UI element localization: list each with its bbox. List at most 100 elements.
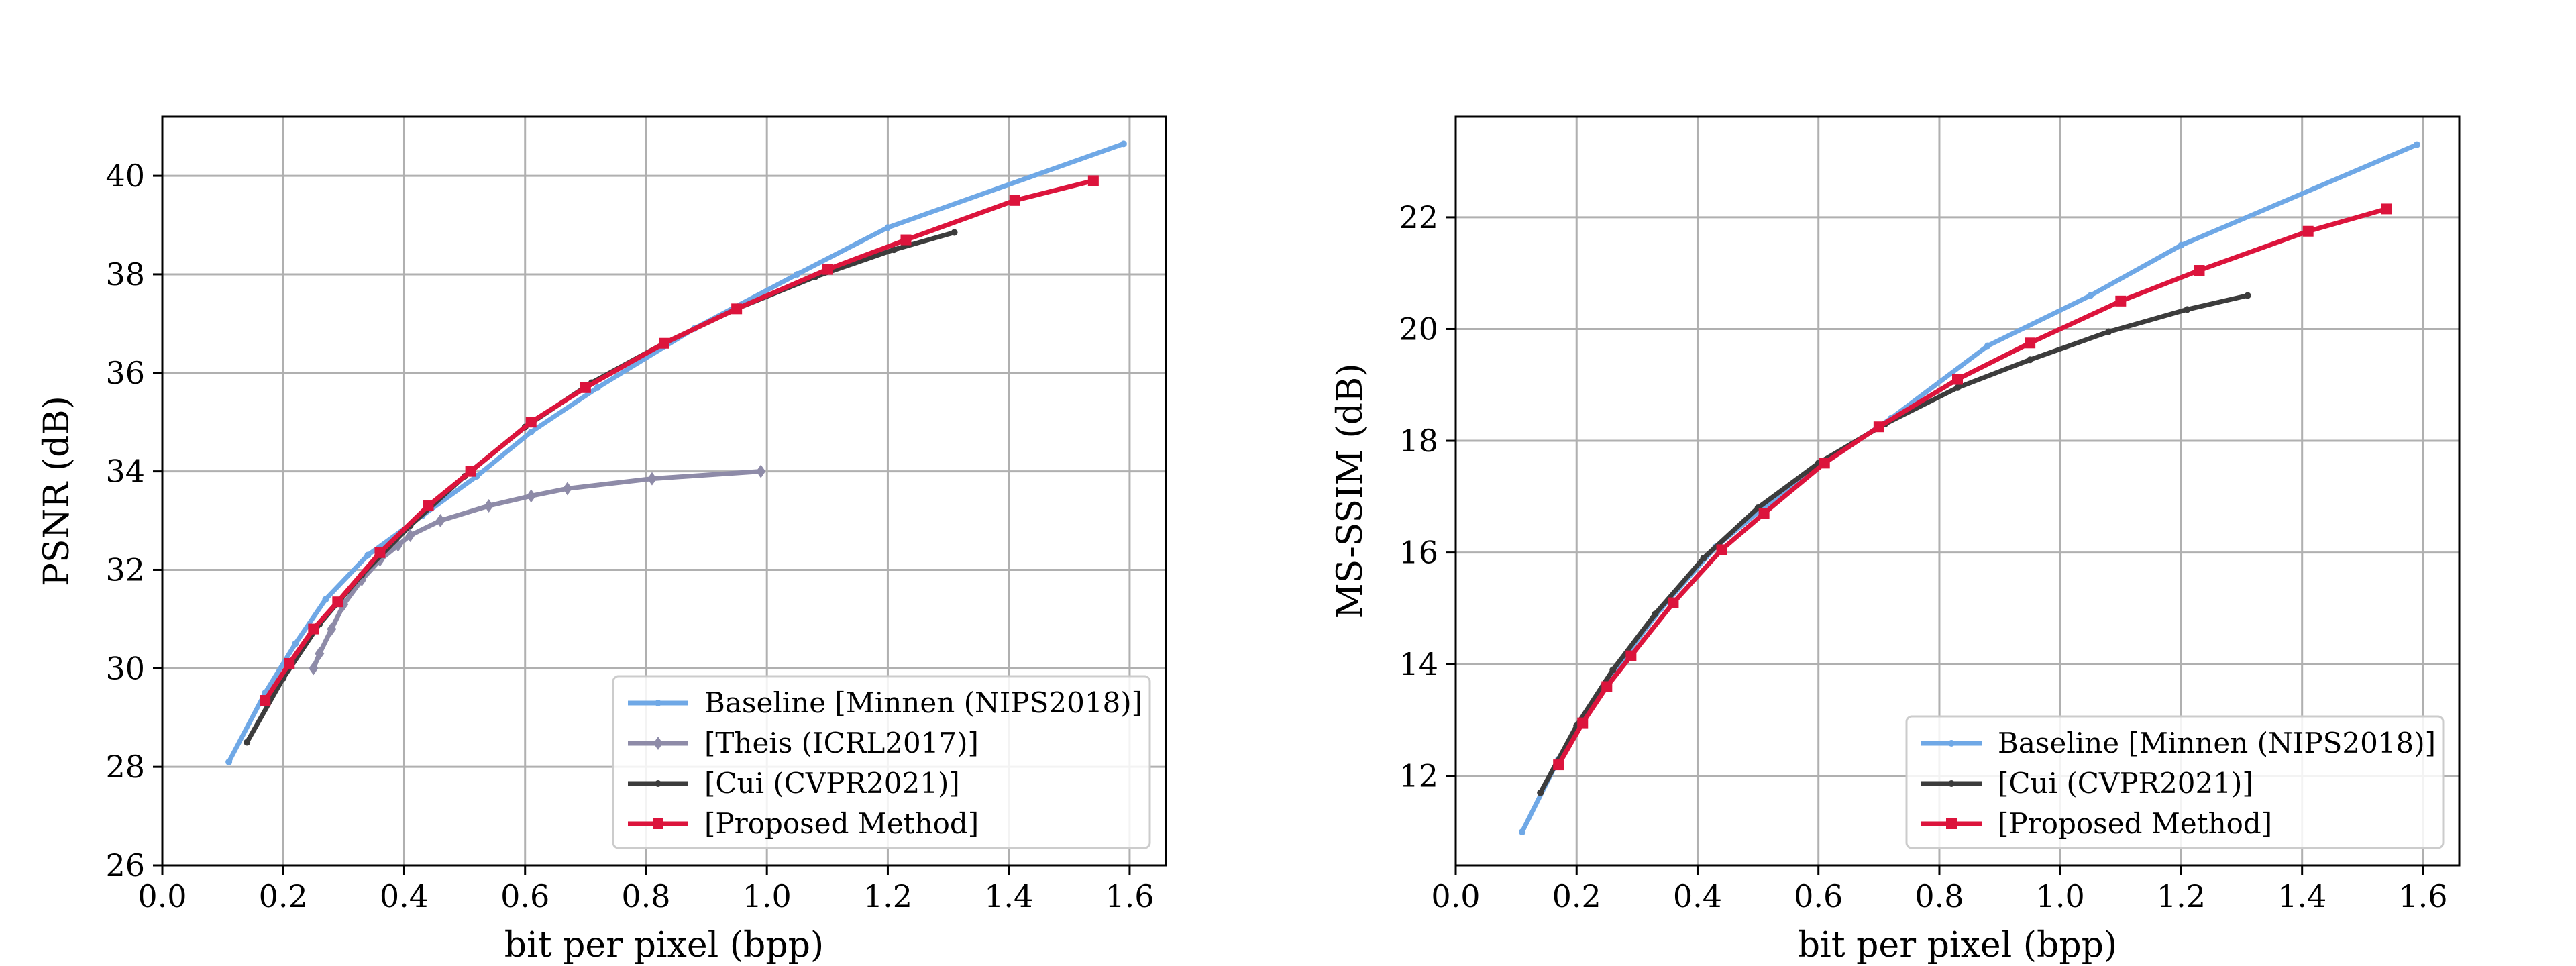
x-axis-label: bit per pixel (bpp) bbox=[504, 925, 824, 965]
y-tick-label: 18 bbox=[1399, 423, 1438, 459]
data-point bbox=[1984, 342, 1992, 350]
data-point bbox=[884, 224, 892, 231]
y-tick-label: 20 bbox=[1399, 311, 1438, 347]
x-tick-label: 1.0 bbox=[743, 878, 792, 914]
legend-box bbox=[612, 675, 1151, 849]
x-tick-label: 1.6 bbox=[2398, 878, 2447, 914]
series-proposed-method bbox=[260, 175, 1099, 706]
data-point bbox=[308, 623, 319, 635]
legend-marker bbox=[655, 780, 661, 787]
data-point bbox=[1954, 384, 1961, 391]
legend-label: Baseline [Minnen (NIPS2018)] bbox=[1998, 727, 2436, 759]
series-proposed-method bbox=[1553, 203, 2392, 771]
data-point bbox=[794, 270, 801, 278]
data-point bbox=[332, 596, 343, 608]
data-point bbox=[1758, 508, 1770, 519]
y-tick-label: 38 bbox=[105, 256, 145, 292]
data-point bbox=[405, 529, 415, 543]
data-point bbox=[292, 640, 299, 647]
data-point bbox=[2381, 203, 2392, 215]
data-point bbox=[822, 264, 833, 275]
y-tick-label: 22 bbox=[1399, 199, 1438, 235]
data-point bbox=[1952, 374, 1963, 385]
data-point bbox=[1625, 650, 1637, 661]
ticks: 0.0 0.2 0.4 0.6 0.8 1.0 1.2 1.4 1.6 12 14 16 18 20 22 bbox=[1399, 199, 2447, 914]
legend-marker bbox=[1948, 780, 1955, 787]
data-point bbox=[1652, 610, 1659, 618]
data-point bbox=[364, 551, 372, 559]
data-point bbox=[2087, 292, 2094, 299]
y-tick-label: 30 bbox=[105, 650, 145, 686]
data-point bbox=[1668, 597, 1679, 608]
legend-label: [Proposed Method] bbox=[1998, 807, 2272, 840]
y-tick-label: 28 bbox=[105, 749, 145, 785]
data-point bbox=[1716, 544, 1727, 555]
data-point bbox=[2413, 141, 2420, 148]
data-point bbox=[2194, 265, 2205, 276]
data-point bbox=[951, 229, 958, 236]
data-point bbox=[1577, 717, 1589, 729]
series-line bbox=[311, 469, 763, 671]
y-tick-label: 12 bbox=[1399, 758, 1438, 794]
x-tick-label: 0.6 bbox=[500, 878, 549, 914]
data-point bbox=[647, 472, 657, 486]
data-point bbox=[890, 246, 898, 254]
legend-marker bbox=[1946, 818, 1957, 829]
legend-label: [Cui (CVPR2021)] bbox=[1998, 767, 2253, 800]
plot-frame bbox=[161, 115, 1167, 867]
data-point bbox=[2184, 306, 2191, 313]
data-point bbox=[1537, 789, 1544, 796]
y-tick-label: 14 bbox=[1399, 646, 1438, 682]
data-point bbox=[327, 622, 337, 636]
data-point bbox=[1553, 759, 1564, 771]
x-tick-label: 1.4 bbox=[984, 878, 1033, 914]
data-point bbox=[580, 382, 591, 393]
y-tick-label: 36 bbox=[105, 355, 145, 391]
x-tick-label: 0.4 bbox=[1673, 878, 1722, 914]
x-tick-label: 1.4 bbox=[2277, 878, 2326, 914]
data-point bbox=[527, 428, 535, 435]
data-point bbox=[309, 661, 319, 676]
psnr-chart: 0.0 0.2 0.4 0.6 0.8 1.0 1.2 1.4 1.6 26 28 30 32 34 36 3… bbox=[37, 115, 1167, 965]
y-tick-label: 32 bbox=[105, 551, 145, 588]
data-point bbox=[1873, 421, 1884, 433]
legend-label: [Theis (ICRL2017)] bbox=[704, 727, 979, 759]
x-tick-label: 0.0 bbox=[138, 878, 186, 914]
x-tick-label: 1.6 bbox=[1105, 878, 1154, 914]
data-point bbox=[2027, 356, 2034, 364]
legend-label: Baseline [Minnen (NIPS2018)] bbox=[704, 686, 1142, 719]
data-point bbox=[2105, 328, 2112, 335]
x-tick-label: 0.0 bbox=[1431, 878, 1480, 914]
data-point bbox=[374, 547, 386, 558]
data-point bbox=[423, 500, 434, 512]
data-point bbox=[465, 466, 476, 477]
series-cui-cvpr2021 bbox=[1537, 292, 2251, 796]
data-point bbox=[260, 695, 271, 706]
data-point bbox=[731, 303, 743, 315]
legend-marker bbox=[653, 818, 663, 829]
data-point bbox=[2244, 292, 2251, 299]
legend: Baseline [Minnen (NIPS2018)] [Cui (CVPR20… bbox=[1905, 715, 2445, 849]
data-point bbox=[484, 499, 494, 513]
legend-marker bbox=[1948, 740, 1955, 747]
data-point bbox=[900, 234, 912, 246]
y-tick-label: 40 bbox=[105, 158, 145, 194]
legend-marker bbox=[655, 700, 661, 706]
y-tick-label: 34 bbox=[105, 453, 145, 490]
data-point bbox=[756, 464, 766, 478]
data-point bbox=[225, 758, 233, 765]
data-point bbox=[659, 337, 669, 349]
plot-frame bbox=[1454, 115, 2461, 867]
data-point bbox=[1700, 554, 1707, 561]
data-point bbox=[1087, 175, 1099, 186]
data-point bbox=[594, 384, 601, 391]
x-tick-label: 0.4 bbox=[380, 878, 429, 914]
data-point bbox=[1120, 140, 1127, 148]
x-tick-label: 0.8 bbox=[1915, 878, 1964, 914]
data-point bbox=[284, 657, 295, 669]
y-tick-label: 16 bbox=[1399, 535, 1438, 571]
y-axis-label: PSNR (dB) bbox=[37, 396, 77, 586]
x-tick-label: 0.6 bbox=[1794, 878, 1843, 914]
data-point bbox=[1519, 828, 1526, 836]
legend-label: [Cui (CVPR2021)] bbox=[704, 767, 960, 800]
